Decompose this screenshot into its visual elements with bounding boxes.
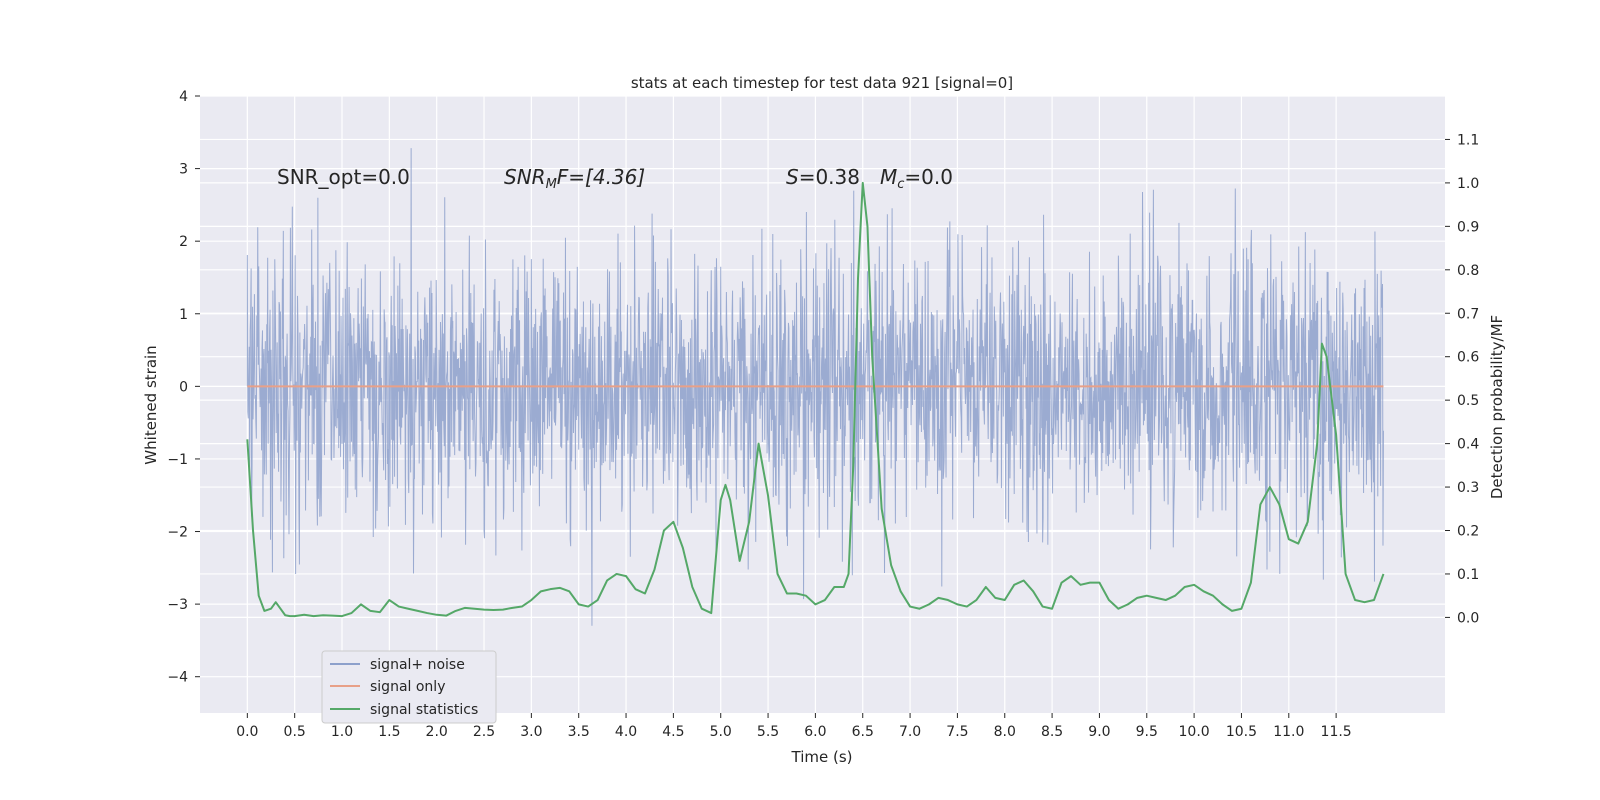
signal-statistics-line (246, 181, 1385, 618)
annotation-mc: Mc=0.0 (880, 165, 953, 192)
y-left-tick-label: −4 (167, 670, 188, 686)
x-tick-label: 2.0 (426, 724, 448, 740)
x-tick-label: 1.0 (331, 724, 353, 740)
annotation-snr-mf: SNRMF=[4.36] (504, 165, 645, 192)
chart-title: stats at each timestep for test data 921… (631, 74, 1013, 92)
x-axis: 0.0 0.5 1.0 1.5 2.0 2.5 3.0 3.5 4.0 4.5 5.0 5.5 6.0 6… (236, 713, 1352, 740)
y-right-tick-label: 0.2 (1457, 524, 1479, 540)
y-right-tick-label: 0.8 (1457, 263, 1479, 279)
x-tick-label: 1.5 (378, 724, 400, 740)
series-layer (246, 181, 1385, 618)
y-right-tick-label: 1.0 (1457, 176, 1479, 192)
annotation-s: S=0.38 (786, 165, 860, 189)
y-right-tick-label: 0.6 (1457, 350, 1479, 366)
y-axis-right-label: Detection probability/MF (1488, 315, 1506, 499)
x-tick-label: 2.5 (473, 724, 495, 740)
y-right-tick-label: 0.7 (1457, 306, 1479, 322)
x-tick-label: 6.0 (804, 724, 826, 740)
legend: signal+ noise signal only signal statist… (321, 650, 497, 724)
x-tick-label: 10.5 (1226, 724, 1257, 740)
x-tick-label: 7.5 (946, 724, 968, 740)
y-axis-right: 1.1 1.0 0.9 0.8 0.7 0.6 0.5 0.4 0.3 0.2 0.1 0.0 (1445, 132, 1479, 626)
y-right-tick-label: 0.0 (1457, 610, 1479, 626)
y-right-tick-label: 0.4 (1457, 437, 1479, 453)
x-tick-label: 8.5 (1041, 724, 1063, 740)
y-left-tick-label: 1 (179, 307, 188, 323)
signal-noise-series (246, 148, 1384, 626)
legend-label-signal-noise: signal+ noise (370, 657, 465, 673)
y-left-tick-label: −2 (167, 525, 188, 541)
y-left-tick-label: 2 (179, 234, 188, 250)
x-tick-label: 9.0 (1088, 724, 1110, 740)
y-left-tick-label: 4 (179, 89, 188, 105)
y-left-tick-label: −3 (167, 597, 188, 613)
y-left-tick-label: 3 (179, 162, 188, 178)
x-tick-label: 3.0 (520, 724, 542, 740)
legend-label-signal-only: signal only (370, 679, 445, 695)
x-tick-label: 6.5 (852, 724, 874, 740)
y-right-tick-label: 0.3 (1457, 480, 1479, 496)
legend-box (321, 650, 497, 724)
x-tick-label: 10.0 (1179, 724, 1210, 740)
signal-noise-line (246, 148, 1384, 626)
annotation-snr-opt: SNR_opt=0.0 (277, 165, 410, 189)
x-tick-label: 11.0 (1273, 724, 1304, 740)
y-left-tick-label: −1 (167, 452, 188, 468)
x-tick-label: 4.5 (662, 724, 684, 740)
x-axis-label: Time (s) (791, 748, 853, 766)
legend-label-signal-statistics: signal statistics (370, 702, 478, 718)
x-tick-label: 4.0 (615, 724, 637, 740)
x-tick-label: 0.5 (284, 724, 306, 740)
x-tick-label: 5.0 (710, 724, 732, 740)
x-tick-label: 3.5 (568, 724, 590, 740)
y-right-tick-label: 0.9 (1457, 219, 1479, 235)
x-tick-label: 9.5 (1136, 724, 1158, 740)
y-left-tick-label: 0 (179, 379, 188, 395)
x-tick-label: 11.5 (1321, 724, 1352, 740)
y-right-tick-label: 0.1 (1457, 567, 1479, 583)
x-tick-label: 7.0 (899, 724, 921, 740)
x-tick-label: 0.0 (236, 724, 258, 740)
y-axis-left-label: Whitened strain (142, 345, 160, 464)
y-right-tick-label: 1.1 (1457, 132, 1479, 148)
y-axis-left: 4 3 2 1 0 −1 −2 −3 −4 (167, 89, 200, 686)
y-right-tick-label: 0.5 (1457, 393, 1479, 409)
x-tick-label: 8.0 (994, 724, 1016, 740)
x-tick-label: 5.5 (757, 724, 779, 740)
